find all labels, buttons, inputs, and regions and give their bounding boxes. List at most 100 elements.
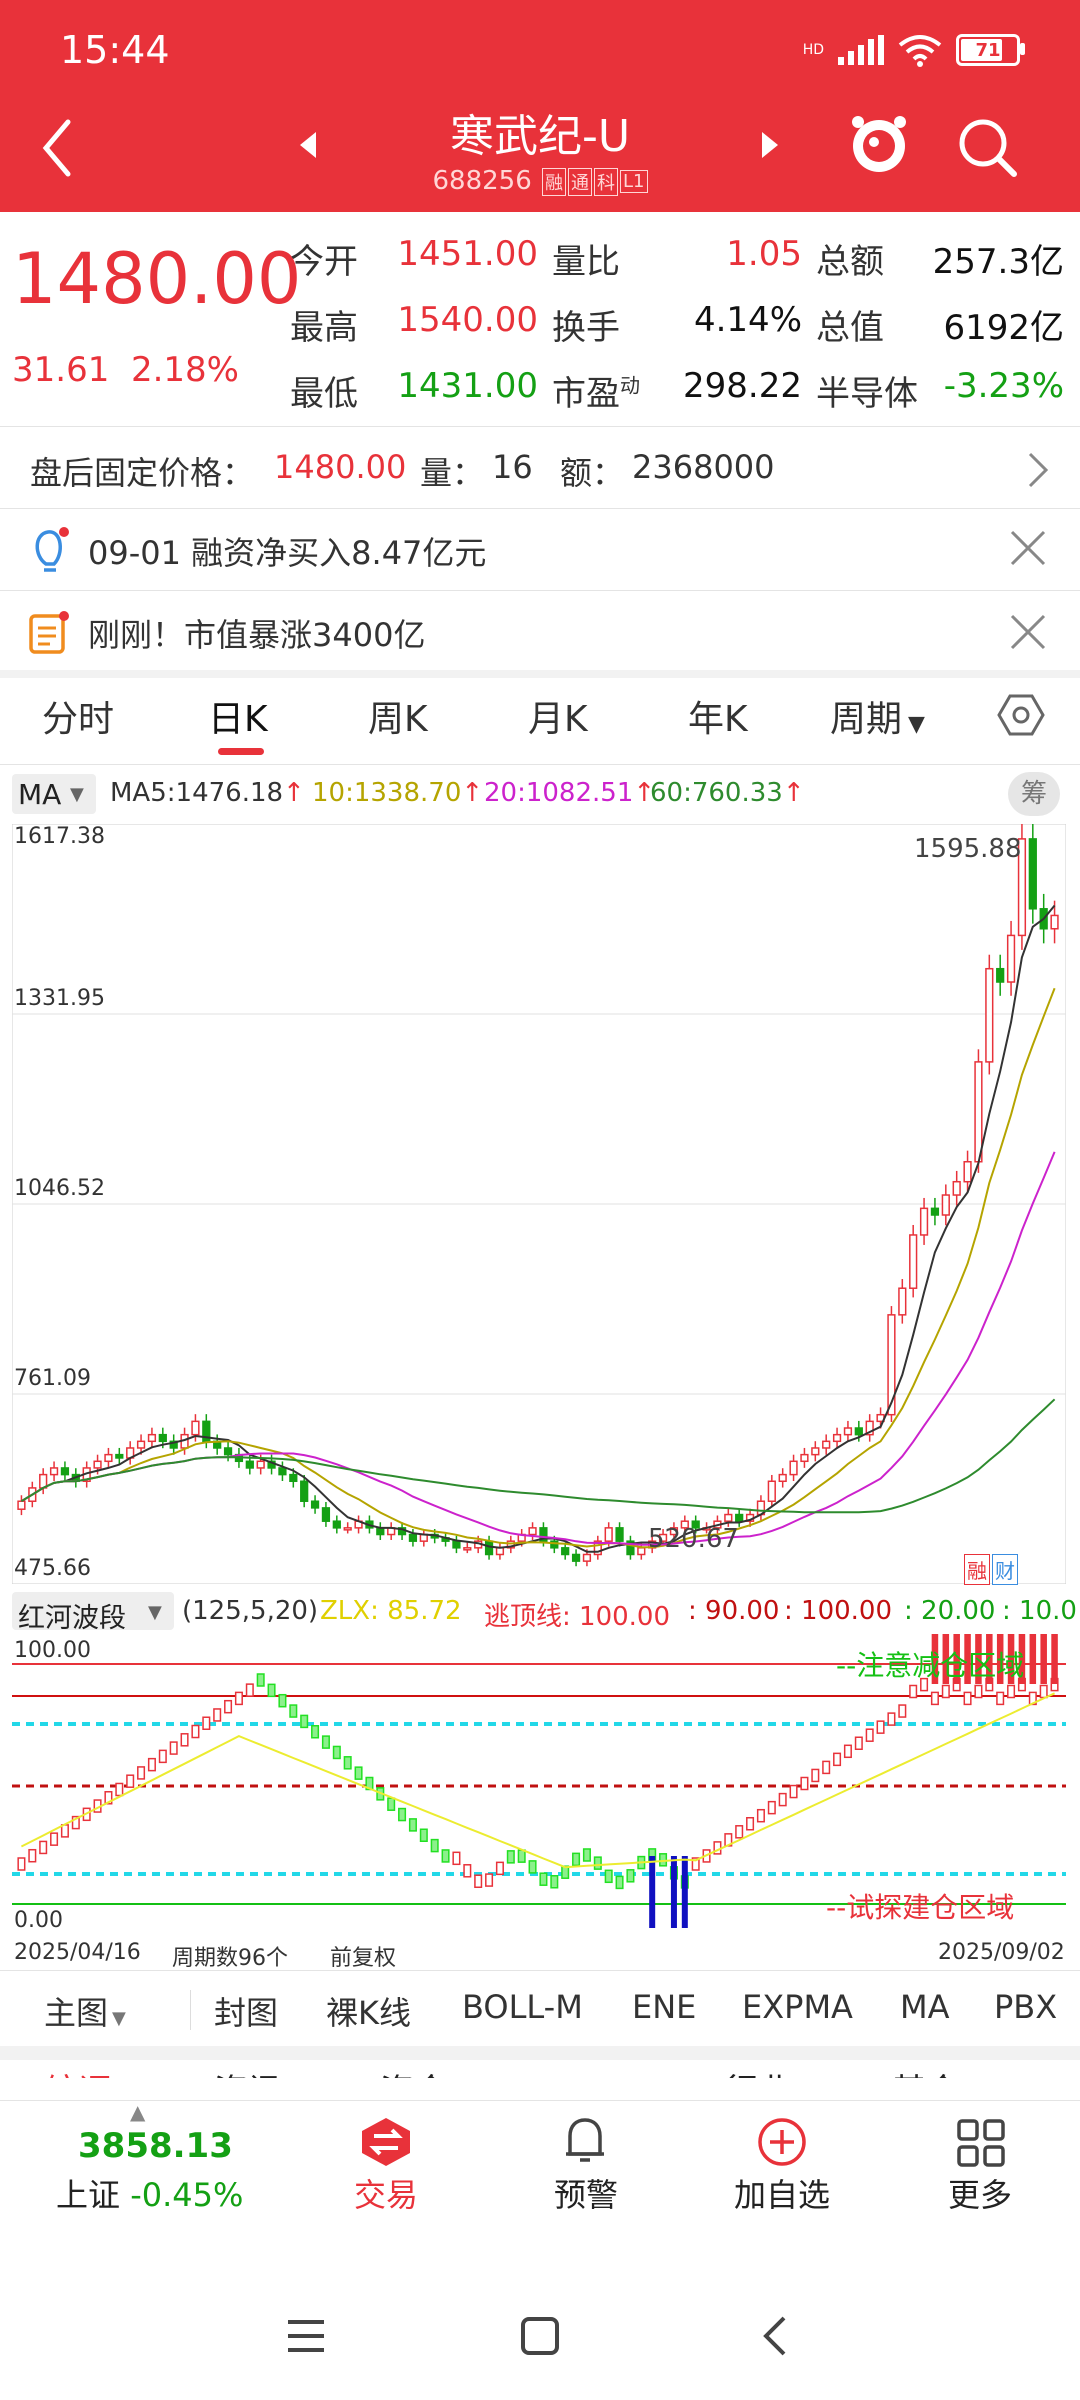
- section-gap: [0, 670, 1080, 678]
- search-icon[interactable]: [956, 116, 1020, 180]
- indicator-bar: [506, 1850, 515, 1864]
- candle: [593, 1540, 602, 1556]
- mascot-icon[interactable]: [848, 110, 910, 180]
- afterhours-price: 1480.00: [274, 448, 407, 486]
- indicator-chart[interactable]: [12, 1634, 1066, 1940]
- next-stock-icon[interactable]: [758, 130, 782, 160]
- close-icon[interactable]: [1008, 612, 1048, 652]
- candle: [582, 1553, 592, 1562]
- tag-l1: L1: [620, 170, 648, 193]
- candle: [811, 1447, 820, 1456]
- home-icon[interactable]: [520, 2316, 560, 2356]
- candle: [321, 1507, 331, 1522]
- tab-pbx[interactable]: PBX: [994, 1988, 1058, 2026]
- index-value[interactable]: 3858.13: [78, 2126, 233, 2166]
- candle: [974, 1061, 983, 1163]
- turnover-value: 4.14%: [693, 300, 802, 340]
- candle: [60, 1467, 70, 1476]
- tab-expma[interactable]: EXPMA: [742, 1988, 853, 2026]
- afterhours-row[interactable]: 盘后固定价格： 1480.00 量： 16 额： 2368000: [0, 432, 1080, 510]
- candle: [343, 1527, 352, 1531]
- ma5-line: [20, 904, 1056, 1553]
- trade-icon[interactable]: [358, 2116, 414, 2168]
- candle: [865, 1420, 874, 1436]
- tab-daily-k[interactable]: 日K: [208, 699, 268, 740]
- settings-hex-icon[interactable]: [996, 690, 1046, 740]
- indicator-bar: [387, 1797, 396, 1811]
- indicator-bar: [626, 1869, 635, 1883]
- candle: [1050, 914, 1059, 930]
- tab-cover[interactable]: 封图: [214, 1994, 279, 2032]
- candle: [169, 1440, 178, 1449]
- nav-more[interactable]: 更多: [947, 2176, 1012, 2214]
- bell-icon[interactable]: [562, 2114, 608, 2168]
- tab-yearly-k[interactable]: 年K: [688, 699, 748, 740]
- mktcap-label: 总值: [816, 308, 884, 348]
- indicator-v100: : 100.00: [784, 1596, 892, 1626]
- indicator-bar: [343, 1756, 352, 1770]
- indicator-bar: [452, 1851, 461, 1866]
- news-item-2[interactable]: 刚刚！市值暴涨3400亿: [0, 594, 1080, 672]
- candle: [1017, 838, 1027, 937]
- tab-ma[interactable]: MA: [900, 1988, 950, 2026]
- nav-alert[interactable]: 预警: [553, 2176, 618, 2214]
- tab-period[interactable]: 周期 ▼: [830, 699, 925, 740]
- indicator-bar: [767, 1800, 776, 1815]
- add-watchlist-icon[interactable]: [756, 2116, 808, 2168]
- sector-link[interactable]: 半导体: [816, 374, 918, 414]
- candle: [930, 1207, 940, 1216]
- caret-down-icon: ▼: [70, 784, 84, 805]
- indicator-bar: [572, 1852, 581, 1867]
- kline-chart[interactable]: [12, 824, 1066, 1584]
- candle: [300, 1480, 309, 1502]
- index-line[interactable]: 上证 -0.45%: [56, 2176, 244, 2214]
- tab-boll[interactable]: BOLL-M: [462, 1988, 583, 2026]
- ma60-label: 60:760.33↑: [650, 778, 805, 808]
- y-tick-label: 1331.95: [14, 986, 105, 1011]
- candle: [147, 1433, 157, 1443]
- indicator-v10: : 10.00: [1002, 1596, 1076, 1626]
- indicator-bar: [865, 1728, 874, 1742]
- peek-tab: 资金: [380, 2064, 448, 2078]
- candle: [452, 1540, 461, 1549]
- indicator-bar: [137, 1766, 146, 1780]
- tab-naked-k[interactable]: 裸K线: [326, 1994, 411, 2032]
- menu-icon[interactable]: [286, 2318, 326, 2354]
- candle: [571, 1553, 581, 1562]
- turnover-label: 换手: [552, 308, 620, 348]
- adjust-mode[interactable]: 前复权: [330, 1946, 397, 1971]
- back-icon[interactable]: [38, 118, 78, 178]
- chip-button[interactable]: 筹: [1008, 772, 1060, 816]
- indicator-bar: [854, 1736, 863, 1750]
- candle: [495, 1547, 505, 1556]
- prev-stock-icon[interactable]: [296, 130, 320, 160]
- candle: [223, 1447, 233, 1456]
- candle: [626, 1540, 635, 1556]
- signal-icon: [838, 35, 884, 65]
- buy-zone-bar: [649, 1856, 656, 1928]
- tab-intraday[interactable]: 分时: [42, 699, 115, 740]
- news-text: 刚刚！市值暴涨3400亿: [88, 616, 426, 654]
- ma-selector[interactable]: MA ▼: [12, 774, 96, 814]
- back-nav-icon[interactable]: [760, 2314, 790, 2358]
- candle: [669, 1527, 679, 1536]
- caret-up-icon: ▲: [130, 2100, 146, 2124]
- indicator-bar: [517, 1849, 526, 1863]
- tab-ene[interactable]: ENE: [632, 1988, 697, 2026]
- indicator-bar: [28, 1848, 37, 1863]
- news-item-1[interactable]: 09-01 融资净买入8.47亿元: [0, 512, 1080, 590]
- main-chart-selector[interactable]: 主图 ▼: [44, 1994, 126, 2032]
- nav-trade[interactable]: 交易: [353, 2176, 418, 2214]
- nav-add-watchlist[interactable]: 加自选: [733, 2176, 830, 2214]
- top-bar: 15:44 HD 71 寒武纪-U 688256 融通科 L1: [0, 0, 1080, 212]
- escape-zone-bar: [942, 1634, 950, 1684]
- candle: [691, 1520, 700, 1529]
- ma10-line: [20, 987, 1056, 1549]
- tab-monthly-k[interactable]: 月K: [528, 699, 588, 740]
- indicator-bar: [430, 1838, 439, 1853]
- tab-weekly-k[interactable]: 周K: [368, 699, 428, 740]
- grid-icon[interactable]: [956, 2118, 1006, 2168]
- close-icon[interactable]: [1008, 528, 1048, 568]
- indicator-bar: [311, 1725, 320, 1739]
- indicator-selector[interactable]: 红河波段 ▼: [12, 1592, 174, 1634]
